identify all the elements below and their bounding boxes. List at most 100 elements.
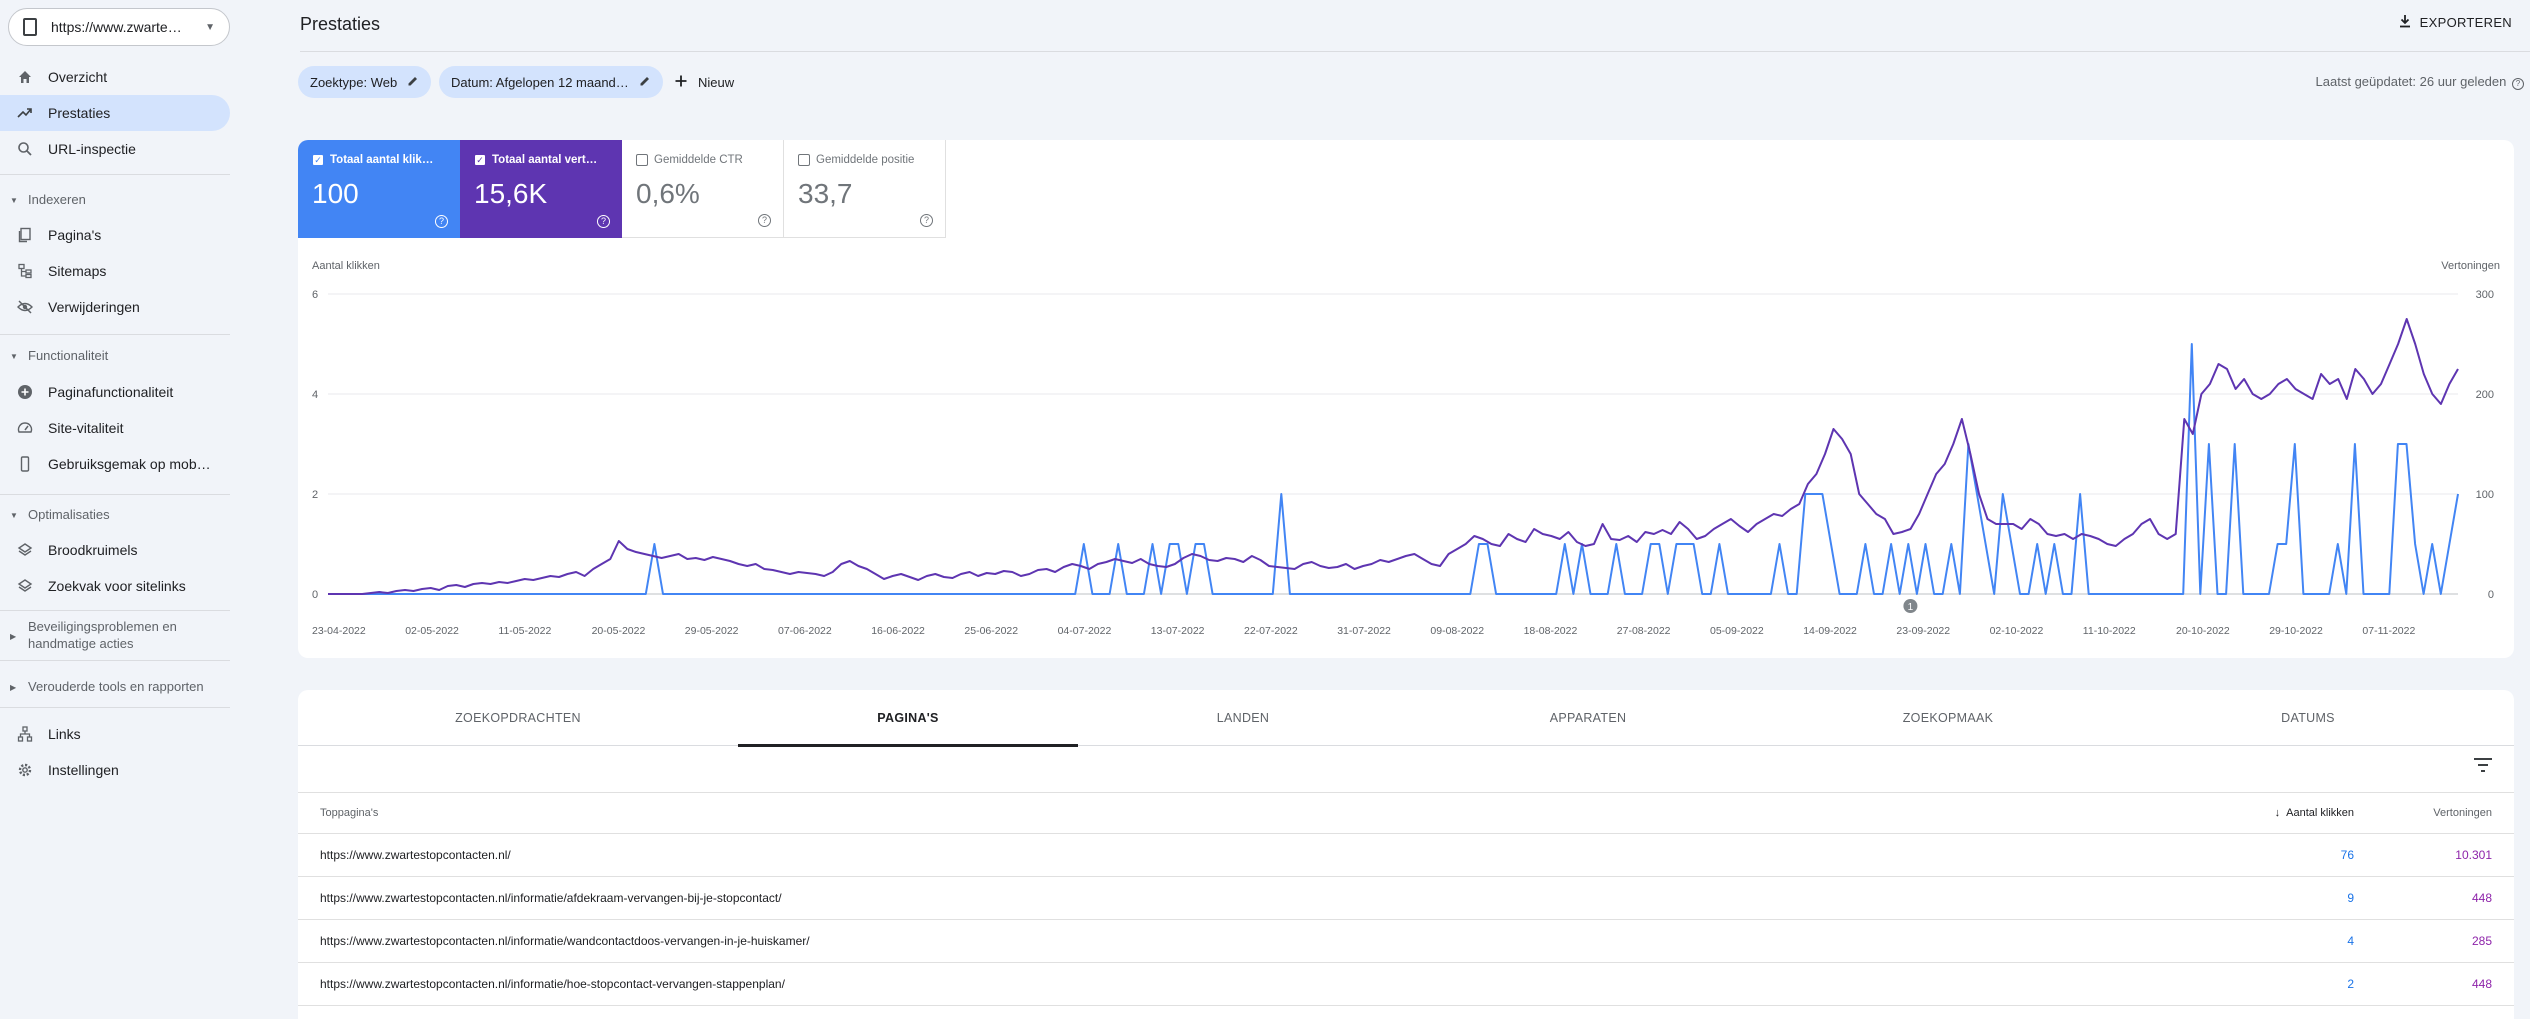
row-url[interactable]: https://www.zwartestopcontacten.nl/infor… [320, 891, 782, 905]
section-indexing[interactable]: ▼ Indexeren [0, 191, 230, 208]
expand-icon: ▶ [10, 632, 17, 641]
series-line-impressions [328, 318, 2459, 595]
help-icon[interactable]: ? [920, 214, 933, 227]
sidebar-divider [0, 707, 230, 708]
help-icon[interactable]: ? [597, 215, 610, 228]
metric-total-impressions[interactable]: ✓ Totaal aantal vert… 15,6K ? [460, 140, 622, 238]
section-legacy-label: Verouderde tools en rapporten [28, 679, 204, 694]
help-icon[interactable]: ? [435, 215, 448, 228]
nav-core-web-vitals[interactable]: Site-vitaliteit [0, 410, 230, 446]
column-header-impressions[interactable]: Vertoningen [2433, 807, 2492, 819]
nav-breadcrumbs-label: Broodkruimels [48, 542, 138, 558]
tab-dates[interactable]: DATUMS [2281, 711, 2335, 725]
help-icon[interactable]: ? [2512, 78, 2524, 90]
nav-pages[interactable]: Pagina's [0, 217, 230, 253]
nav-breadcrumbs[interactable]: Broodkruimels [0, 532, 230, 568]
x-tick: 07-11-2022 [2362, 625, 2415, 637]
nav-removals[interactable]: Verwijderingen [0, 289, 230, 325]
x-tick: 14-09-2022 [1803, 625, 1857, 637]
tab-pages[interactable]: PAGINA'S [738, 690, 1078, 747]
nav-sitemaps[interactable]: Sitemaps [0, 253, 230, 289]
metric-ctr-value: 0,6% [636, 178, 700, 209]
metric-clicks-label: Totaal aantal klik… [330, 154, 434, 166]
pages-icon [16, 226, 34, 244]
section-indexing-label: Indexeren [28, 192, 86, 207]
sidebar-divider [0, 174, 230, 175]
tab-countries[interactable]: LANDEN [1216, 711, 1270, 725]
section-experience-label: Functionaliteit [28, 348, 109, 363]
home-icon [16, 68, 34, 86]
arrow-down-icon: ↓ [2274, 807, 2281, 819]
add-circle-icon [16, 383, 34, 401]
nav-performance[interactable]: Prestaties [0, 95, 230, 131]
tab-devices[interactable]: APPARATEN [1549, 711, 1627, 725]
x-tick: 02-05-2022 [405, 625, 459, 637]
nav-links[interactable]: Links [0, 716, 230, 752]
row-url[interactable]: https://www.zwartestopcontacten.nl/infor… [320, 977, 785, 991]
sidebar-divider [0, 660, 230, 661]
row-url[interactable]: https://www.zwartestopcontacten.nl/ [320, 848, 511, 862]
annotation-marker [1903, 599, 1918, 613]
checkbox-unchecked-icon[interactable] [798, 154, 810, 166]
metric-total-clicks[interactable]: ✓ Totaal aantal klik… 100 ? [298, 140, 460, 238]
y-tick-left: 0 [312, 589, 318, 601]
tab-search-appearance[interactable]: ZOEKOPMAAK [1902, 711, 1994, 725]
x-tick: 23-09-2022 [1896, 625, 1950, 637]
x-tick: 23-04-2022 [312, 625, 366, 637]
nav-sitelinks[interactable]: Zoekvak voor sitelinks [0, 568, 230, 604]
section-experience[interactable]: ▼ Functionaliteit [0, 347, 230, 364]
performance-line-chart[interactable]: 6 300 4 200 2 100 0 0 23-04-2022 02-05-2022 11-05-… [298, 268, 2514, 648]
table-row[interactable]: https://www.zwartestopcontacten.nl/infor… [298, 877, 2514, 920]
nav-mobile-usability[interactable]: Gebruiksgemak op mob… [0, 446, 230, 482]
section-security[interactable]: ▶ Beveiligingsproblemen en handmatige act… [0, 618, 200, 652]
column-header-clicks[interactable]: ↓ Aantal klikken [2275, 807, 2354, 819]
x-tick: 31-07-2022 [1337, 625, 1391, 637]
table-row[interactable]: https://www.zwartestopcontacten.nl/ 76 1… [298, 834, 2514, 877]
gear-icon [16, 761, 34, 779]
search-icon [16, 140, 34, 158]
metric-average-position[interactable]: Gemiddelde positie 33,7 ? [784, 140, 946, 238]
metric-average-ctr[interactable]: Gemiddelde CTR 0,6% ? [622, 140, 784, 238]
export-button[interactable]: EXPORTEREN [2398, 14, 2512, 31]
nav-links-label: Links [48, 726, 81, 742]
nav-page-experience[interactable]: Paginafunctionaliteit [0, 374, 230, 410]
nav-url-inspection[interactable]: URL-inspectie [0, 131, 230, 167]
dropdown-icon: ▼ [205, 21, 215, 33]
expand-icon: ▶ [10, 683, 17, 692]
y-tick-left: 6 [312, 289, 318, 301]
metric-pos-value: 33,7 [798, 178, 853, 209]
tab-queries[interactable]: ZOEKOPDRACHTEN [455, 711, 581, 725]
phone-icon [16, 455, 34, 473]
filter-icon[interactable] [2472, 756, 2494, 774]
section-legacy[interactable]: ▶ Verouderde tools en rapporten [0, 678, 230, 695]
edit-icon [407, 75, 419, 90]
table-row[interactable]: https://www.zwartestopcontacten.nl/infor… [298, 920, 2514, 963]
last-updated-text: Laatst geüpdatet: 26 uur geleden [2315, 74, 2507, 89]
checkbox-checked-icon[interactable]: ✓ [474, 154, 486, 166]
table-row[interactable]: https://www.zwartestopcontacten.nl/infor… [298, 963, 2514, 1006]
y-axis-left-label: Aantal klikken [312, 260, 380, 272]
row-clicks: 4 [2347, 934, 2354, 948]
property-selector[interactable]: https://www.zwarte… ▼ [8, 8, 230, 46]
y-tick-left: 2 [312, 489, 318, 501]
checkbox-unchecked-icon[interactable] [636, 154, 648, 166]
section-enhancements-label: Optimalisaties [28, 507, 110, 522]
x-tick: 25-06-2022 [964, 625, 1018, 637]
collapse-icon: ▼ [10, 196, 18, 205]
row-url[interactable]: https://www.zwartestopcontacten.nl/infor… [320, 934, 810, 948]
row-impressions: 448 [2471, 977, 2492, 991]
help-icon[interactable]: ? [758, 214, 771, 227]
search-type-filter[interactable]: Zoektype: Web [298, 66, 432, 98]
new-filter-button[interactable]: Nieuw [674, 66, 734, 98]
x-tick: 20-10-2022 [2176, 625, 2230, 637]
nav-sitelinks-label: Zoekvak voor sitelinks [48, 578, 186, 594]
nav-settings[interactable]: Instellingen [0, 752, 230, 788]
x-tick: 05-09-2022 [1710, 625, 1764, 637]
x-tick: 27-08-2022 [1617, 625, 1671, 637]
nav-overview[interactable]: Overzicht [0, 59, 230, 95]
date-filter[interactable]: Datum: Afgelopen 12 maand… [439, 66, 663, 98]
checkbox-checked-icon[interactable]: ✓ [312, 154, 324, 166]
y-axis-right-label: Vertoningen [2441, 260, 2500, 272]
section-enhancements[interactable]: ▼ Optimalisaties [0, 506, 230, 523]
x-tick: 11-10-2022 [2083, 625, 2136, 637]
